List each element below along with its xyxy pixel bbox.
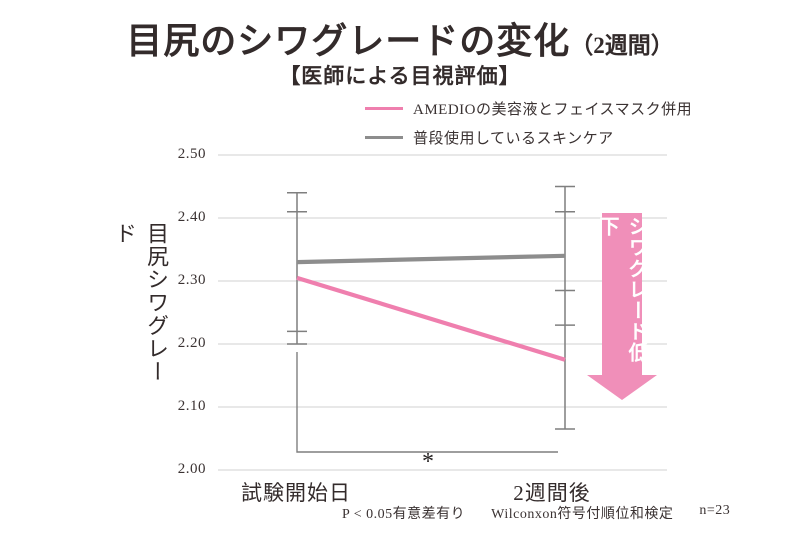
series-line-usual-skincare	[296, 253, 566, 265]
footnote-sample-size: n=23	[699, 503, 731, 518]
legend-item-usual-skincare: 普段使用しているスキンケア	[365, 126, 692, 148]
y-tick-label: 2.00	[177, 461, 206, 477]
legend-label: AMEDIOの美容液とフェイスマスク併用	[413, 101, 693, 118]
y-tick-label: 2.30	[177, 272, 206, 288]
footnote-significance: P < 0.05有意差有り	[342, 507, 466, 522]
decrease-arrow-label: シワグレード低下	[596, 216, 647, 363]
x-tick-label-start: 試験開始日	[241, 481, 351, 505]
legend: AMEDIOの美容液とフェイスマスク併用 普段使用しているスキンケア	[365, 97, 692, 155]
page-title: 目尻のシワグレードの変化（2週間）	[0, 12, 800, 64]
significance-bracket	[296, 352, 558, 453]
page-subtitle: 【医師による目視評価】	[279, 64, 521, 88]
legend-swatch-gray-line	[365, 135, 403, 139]
y-axis-label: 目尻シワグレード	[112, 222, 169, 383]
page-title-suffix: （2週間）	[570, 33, 674, 58]
page-title-main: 目尻のシワグレードの変化	[126, 21, 571, 61]
x-tick-label-2weeks: 2週間後	[513, 481, 591, 505]
decrease-arrow-icon	[587, 213, 657, 400]
legend-swatch-pink-line	[365, 106, 403, 110]
legend-item-amedio: AMEDIOの美容液とフェイスマスク併用	[365, 97, 692, 119]
significance-asterisk: *	[422, 449, 434, 475]
y-tick-label: 2.20	[177, 335, 206, 351]
y-tick-label: 2.10	[177, 398, 206, 414]
legend-label: 普段使用しているスキンケア	[413, 130, 614, 147]
footnote: P < 0.05有意差有り Wilconxon符号付順位和検定 n=23	[342, 503, 730, 523]
footnote-test: Wilconxon符号付順位和検定	[491, 507, 674, 522]
y-tick-label: 2.50	[177, 146, 206, 162]
y-tick-label: 2.40	[177, 209, 206, 225]
series-line-amedio	[296, 275, 566, 362]
